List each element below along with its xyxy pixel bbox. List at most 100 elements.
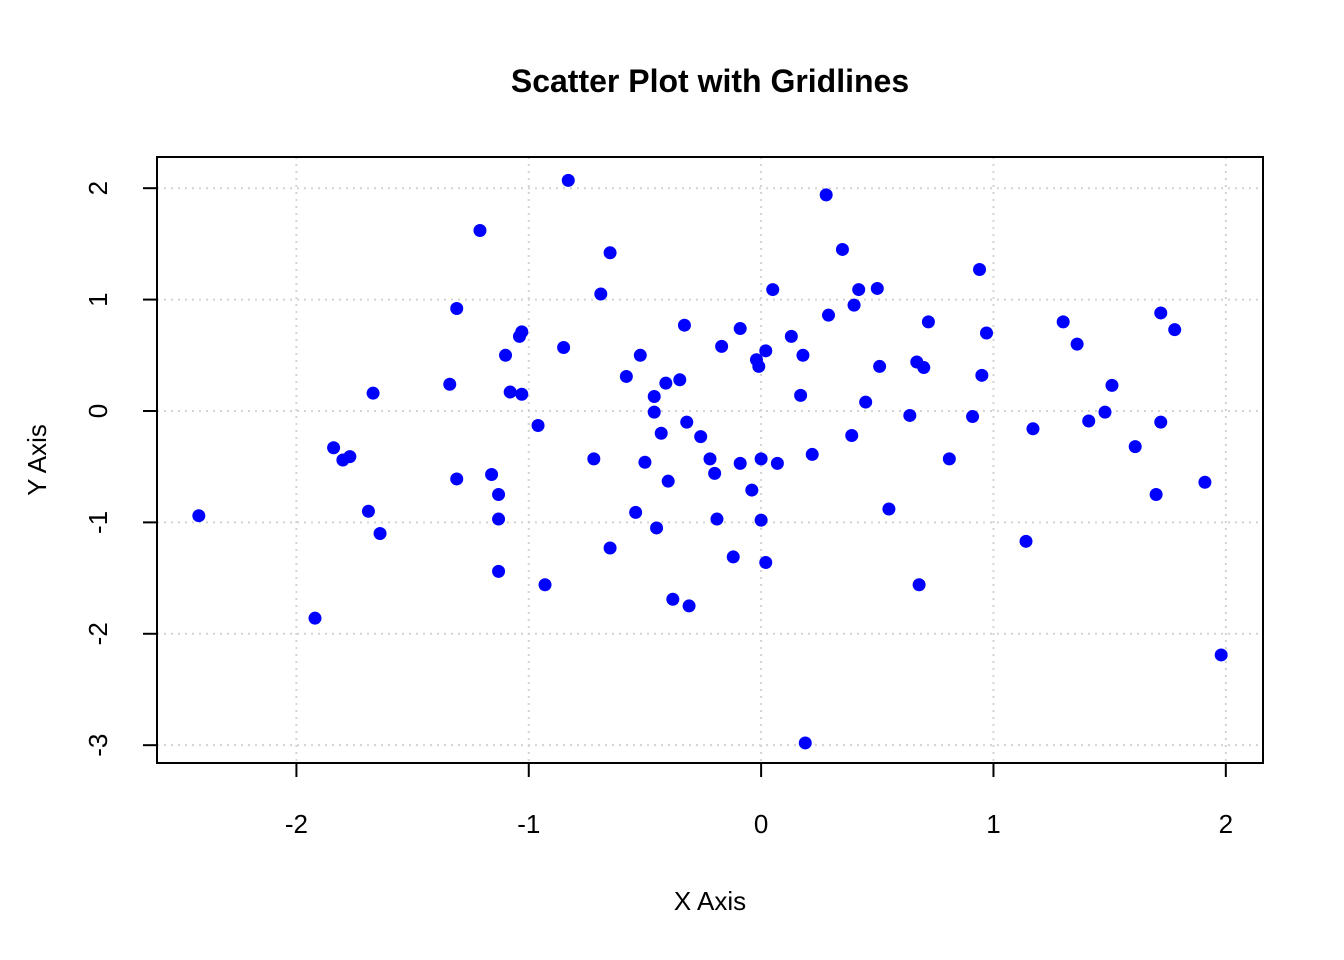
data-point-83 [973, 263, 987, 277]
data-point-35 [650, 521, 664, 535]
x-axis: -2 -1 0 1 2 [285, 762, 1233, 839]
data-point-89 [1070, 337, 1084, 351]
data-points [192, 173, 1228, 750]
data-point-40 [673, 373, 687, 387]
data-point-5 [361, 504, 375, 518]
data-point-0 [192, 509, 206, 523]
data-point-68 [835, 242, 849, 256]
data-point-42 [680, 415, 694, 429]
data-point-64 [798, 736, 812, 750]
y-tick-label-5: 2 [83, 181, 113, 195]
data-point-16 [499, 348, 513, 362]
data-point-59 [766, 283, 780, 297]
data-point-82 [966, 410, 980, 424]
data-point-92 [1105, 378, 1119, 392]
data-point-11 [473, 224, 487, 238]
data-point-91 [1098, 405, 1112, 419]
data-point-38 [661, 474, 675, 488]
data-point-87 [1026, 422, 1040, 436]
y-axis-label: Y Axis [22, 424, 52, 496]
data-point-13 [492, 488, 506, 502]
data-point-45 [703, 452, 717, 466]
data-point-43 [682, 599, 696, 613]
data-point-10 [450, 472, 464, 486]
data-point-52 [745, 483, 759, 497]
x-tick-label-2: 0 [754, 809, 768, 839]
data-point-26 [594, 287, 608, 301]
data-point-23 [557, 340, 571, 354]
data-point-15 [492, 564, 506, 578]
data-point-71 [852, 283, 866, 297]
data-point-30 [629, 505, 643, 519]
data-point-51 [733, 456, 747, 470]
data-point-69 [845, 428, 859, 442]
y-tick-label-1: -2 [83, 622, 113, 645]
data-point-58 [759, 555, 773, 569]
data-point-19 [515, 325, 529, 339]
data-point-63 [796, 348, 810, 362]
data-point-47 [710, 512, 724, 526]
data-point-90 [1082, 414, 1096, 428]
data-point-37 [659, 376, 673, 390]
data-point-97 [1168, 323, 1182, 337]
data-point-27 [603, 246, 617, 260]
data-point-88 [1056, 315, 1070, 329]
data-point-1 [308, 611, 322, 625]
data-point-54 [752, 359, 766, 373]
data-point-33 [647, 390, 661, 404]
data-point-20 [515, 387, 529, 401]
data-point-12 [485, 467, 499, 481]
data-point-31 [633, 348, 647, 362]
x-tick-label-1: -1 [517, 809, 540, 839]
data-point-94 [1149, 488, 1163, 502]
x-tick-label-3: 1 [986, 809, 1000, 839]
data-point-6 [366, 386, 380, 400]
x-tick-label-4: 2 [1219, 809, 1233, 839]
chart-title: Scatter Plot with Gridlines [511, 63, 909, 99]
data-point-84 [975, 368, 989, 382]
y-tick-label-3: 0 [83, 404, 113, 418]
data-point-61 [784, 329, 798, 343]
data-point-36 [654, 426, 668, 440]
data-point-76 [903, 408, 917, 422]
data-point-4 [343, 450, 357, 464]
data-point-75 [882, 502, 896, 516]
data-point-62 [794, 388, 808, 402]
y-tick-label-4: 1 [83, 292, 113, 306]
x-tick-label-0: -2 [285, 809, 308, 839]
data-point-14 [492, 512, 506, 526]
data-point-60 [770, 456, 784, 470]
data-point-79 [917, 361, 931, 375]
data-point-46 [708, 466, 722, 480]
data-point-93 [1128, 440, 1142, 454]
data-point-98 [1198, 475, 1212, 489]
data-point-65 [805, 447, 819, 461]
data-point-49 [726, 550, 740, 564]
data-point-56 [754, 513, 768, 527]
data-point-73 [870, 281, 884, 295]
x-axis-label: X Axis [674, 886, 746, 916]
data-point-24 [561, 173, 575, 187]
data-point-78 [912, 578, 926, 592]
data-point-55 [754, 452, 768, 466]
y-tick-label-0: -3 [83, 734, 113, 757]
data-point-81 [942, 452, 956, 466]
data-point-96 [1154, 415, 1168, 429]
data-point-41 [677, 318, 691, 332]
data-point-95 [1154, 306, 1168, 320]
data-point-50 [733, 322, 747, 336]
data-point-7 [373, 527, 387, 541]
data-point-9 [450, 302, 464, 315]
data-point-22 [538, 578, 552, 592]
data-point-86 [1019, 534, 1033, 548]
data-point-57 [759, 344, 773, 358]
data-point-25 [587, 452, 601, 466]
data-point-70 [847, 298, 861, 312]
gridlines [157, 157, 1263, 763]
data-point-85 [980, 326, 993, 340]
data-point-32 [638, 455, 652, 469]
data-point-21 [531, 418, 545, 432]
y-tick-label-2: -1 [83, 511, 113, 534]
data-point-48 [715, 339, 729, 353]
